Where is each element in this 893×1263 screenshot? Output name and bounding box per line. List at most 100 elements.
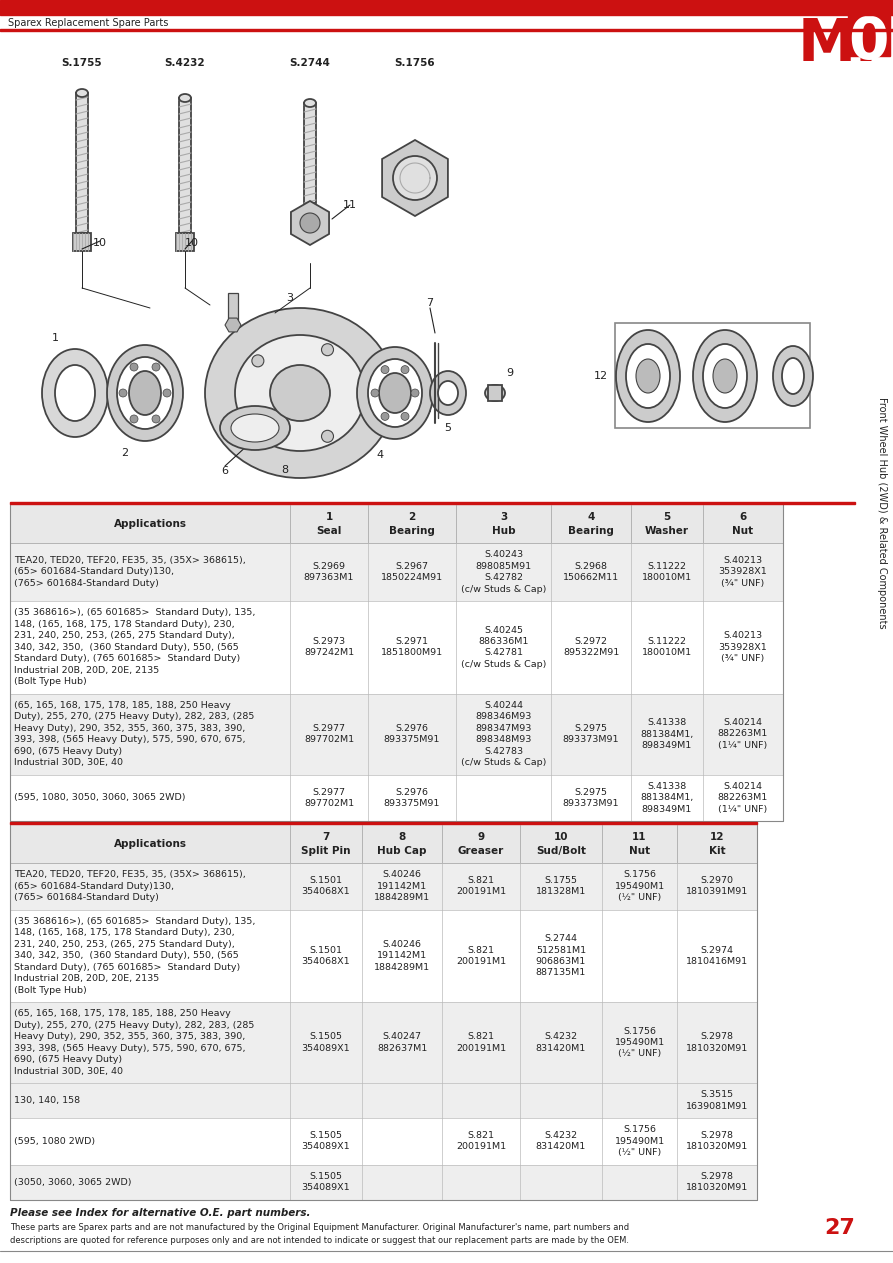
Ellipse shape bbox=[130, 416, 138, 423]
Text: S.2974
1810416M91: S.2974 1810416M91 bbox=[686, 946, 748, 966]
Ellipse shape bbox=[107, 345, 183, 441]
Text: S.1755
181328M1: S.1755 181328M1 bbox=[536, 877, 586, 897]
Text: S.11222
180010M1: S.11222 180010M1 bbox=[642, 562, 692, 582]
Ellipse shape bbox=[357, 347, 433, 440]
Ellipse shape bbox=[379, 373, 411, 413]
Text: S.2967
1850224M91: S.2967 1850224M91 bbox=[381, 562, 443, 582]
Text: S.4232: S.4232 bbox=[164, 58, 205, 68]
Text: (595, 1080, 3050, 3060, 3065 2WD): (595, 1080, 3050, 3060, 3065 2WD) bbox=[14, 793, 186, 802]
Text: 2: 2 bbox=[408, 512, 415, 522]
Text: 7: 7 bbox=[322, 832, 330, 842]
Bar bbox=[10, 693, 783, 774]
Text: S.821
200191M1: S.821 200191M1 bbox=[456, 946, 506, 966]
Text: S.2975
893373M91: S.2975 893373M91 bbox=[563, 724, 619, 744]
Ellipse shape bbox=[773, 346, 813, 405]
Ellipse shape bbox=[179, 93, 191, 102]
Text: S.1756
195490M1
(½" UNF): S.1756 195490M1 (½" UNF) bbox=[614, 1027, 664, 1058]
Bar bbox=[10, 821, 757, 823]
Text: 6: 6 bbox=[739, 512, 747, 522]
Bar bbox=[10, 1082, 757, 1118]
Text: 4: 4 bbox=[588, 512, 595, 522]
Text: S.40213
353928X1
(¾" UNF): S.40213 353928X1 (¾" UNF) bbox=[719, 632, 767, 663]
Text: 130, 140, 158: 130, 140, 158 bbox=[14, 1096, 80, 1105]
Ellipse shape bbox=[626, 344, 670, 408]
Text: 1: 1 bbox=[325, 512, 332, 522]
Text: S.1756
195490M1
(½" UNF): S.1756 195490M1 (½" UNF) bbox=[614, 1125, 664, 1157]
Text: Nut: Nut bbox=[732, 525, 754, 536]
Bar bbox=[848, 14, 890, 56]
Ellipse shape bbox=[371, 389, 379, 397]
Text: S.2968
150662M11: S.2968 150662M11 bbox=[563, 562, 619, 582]
Bar bbox=[10, 601, 783, 693]
Ellipse shape bbox=[300, 213, 320, 232]
Text: S.2970
1810391M91: S.2970 1810391M91 bbox=[686, 877, 748, 897]
Text: S.1756: S.1756 bbox=[395, 58, 435, 68]
Ellipse shape bbox=[304, 99, 316, 107]
Text: 12: 12 bbox=[594, 371, 608, 381]
Text: S.1501
354068X1: S.1501 354068X1 bbox=[302, 877, 350, 897]
Ellipse shape bbox=[129, 371, 161, 416]
Ellipse shape bbox=[636, 359, 660, 393]
Bar bbox=[10, 863, 757, 909]
Bar bbox=[10, 501, 855, 504]
Text: S.2744
512581M1
906863M1
887135M1: S.2744 512581M1 906863M1 887135M1 bbox=[536, 935, 586, 978]
Bar bbox=[10, 1002, 757, 1082]
Ellipse shape bbox=[270, 365, 330, 421]
Bar bbox=[304, 104, 316, 203]
Text: S.2972
895322M91: S.2972 895322M91 bbox=[563, 637, 619, 658]
Text: (65, 165, 168, 175, 178, 185, 188, 250 Heavy
Duty), 255, 270, (275 Heavy Duty), : (65, 165, 168, 175, 178, 185, 188, 250 H… bbox=[14, 1009, 255, 1076]
Ellipse shape bbox=[42, 349, 108, 437]
Ellipse shape bbox=[703, 344, 747, 408]
Text: S.40243
898085M91
S.42782
(c/w Studs & Cap): S.40243 898085M91 S.42782 (c/w Studs & C… bbox=[461, 551, 547, 594]
Text: S.41338
881384M1,
898349M1: S.41338 881384M1, 898349M1 bbox=[640, 719, 694, 750]
Text: 8: 8 bbox=[398, 832, 405, 842]
Text: Hub Cap: Hub Cap bbox=[377, 846, 427, 856]
Bar bbox=[10, 1118, 757, 1164]
Ellipse shape bbox=[220, 405, 290, 450]
Text: (35 368616>), (65 601685>  Standard Duty), 135,
148, (165, 168, 175, 178 Standar: (35 368616>), (65 601685> Standard Duty)… bbox=[14, 609, 255, 686]
Text: S.2978
1810320M91: S.2978 1810320M91 bbox=[686, 1132, 748, 1152]
Ellipse shape bbox=[235, 335, 365, 451]
Text: S.40244
898346M93
898347M93
898348M93
S.42783
(c/w Studs & Cap): S.40244 898346M93 898347M93 898348M93 S.… bbox=[461, 701, 547, 767]
Text: S.2975
893373M91: S.2975 893373M91 bbox=[563, 788, 619, 808]
Text: 5: 5 bbox=[663, 512, 671, 522]
Text: TEA20, TED20, TEF20, FE35, 35, (35X> 368615),
(65> 601684-Standard Duty)130,
(76: TEA20, TED20, TEF20, FE35, 35, (35X> 368… bbox=[14, 870, 246, 902]
Text: Applications: Applications bbox=[113, 839, 187, 849]
Bar bbox=[179, 99, 191, 232]
Text: 12: 12 bbox=[710, 832, 724, 842]
Ellipse shape bbox=[130, 362, 138, 371]
Polygon shape bbox=[225, 318, 241, 332]
Text: 9: 9 bbox=[506, 368, 513, 378]
Text: S.40213
353928X1
(¾" UNF): S.40213 353928X1 (¾" UNF) bbox=[719, 556, 767, 589]
Ellipse shape bbox=[321, 344, 333, 356]
Bar bbox=[488, 385, 502, 400]
Text: Hub: Hub bbox=[492, 525, 515, 536]
Text: Bearing: Bearing bbox=[389, 525, 435, 536]
Text: Split Pin: Split Pin bbox=[301, 846, 351, 856]
Text: 4: 4 bbox=[377, 450, 384, 460]
Bar bbox=[76, 93, 88, 232]
Ellipse shape bbox=[152, 416, 160, 423]
Bar bbox=[10, 1164, 757, 1200]
Text: 1: 1 bbox=[52, 333, 59, 344]
Ellipse shape bbox=[252, 419, 263, 431]
Text: 9: 9 bbox=[478, 832, 485, 842]
Text: 2: 2 bbox=[121, 448, 129, 458]
Ellipse shape bbox=[152, 362, 160, 371]
Ellipse shape bbox=[119, 389, 127, 397]
Text: These parts are Sparex parts and are not manufactured by the Original Equipment : These parts are Sparex parts and are not… bbox=[10, 1224, 630, 1245]
Text: S.1756
195490M1
(½" UNF): S.1756 195490M1 (½" UNF) bbox=[614, 870, 664, 902]
Ellipse shape bbox=[713, 359, 737, 393]
Text: Applications: Applications bbox=[113, 519, 187, 529]
Bar bbox=[615, 323, 810, 428]
Bar bbox=[73, 232, 91, 251]
Text: S.2971
1851800M91: S.2971 1851800M91 bbox=[381, 637, 443, 658]
Text: S.40247
882637M1: S.40247 882637M1 bbox=[377, 1032, 427, 1053]
Text: S.41338
881384M1,
898349M1: S.41338 881384M1, 898349M1 bbox=[640, 782, 694, 813]
Text: S.1505
354089X1: S.1505 354089X1 bbox=[302, 1132, 350, 1152]
Text: S.40245
886336M1
S.42781
(c/w Studs & Cap): S.40245 886336M1 S.42781 (c/w Studs & Ca… bbox=[461, 625, 547, 669]
Ellipse shape bbox=[485, 385, 505, 400]
Ellipse shape bbox=[393, 157, 437, 200]
Text: S.1501
354068X1: S.1501 354068X1 bbox=[302, 946, 350, 966]
Text: S.1505
354089X1: S.1505 354089X1 bbox=[302, 1032, 350, 1053]
